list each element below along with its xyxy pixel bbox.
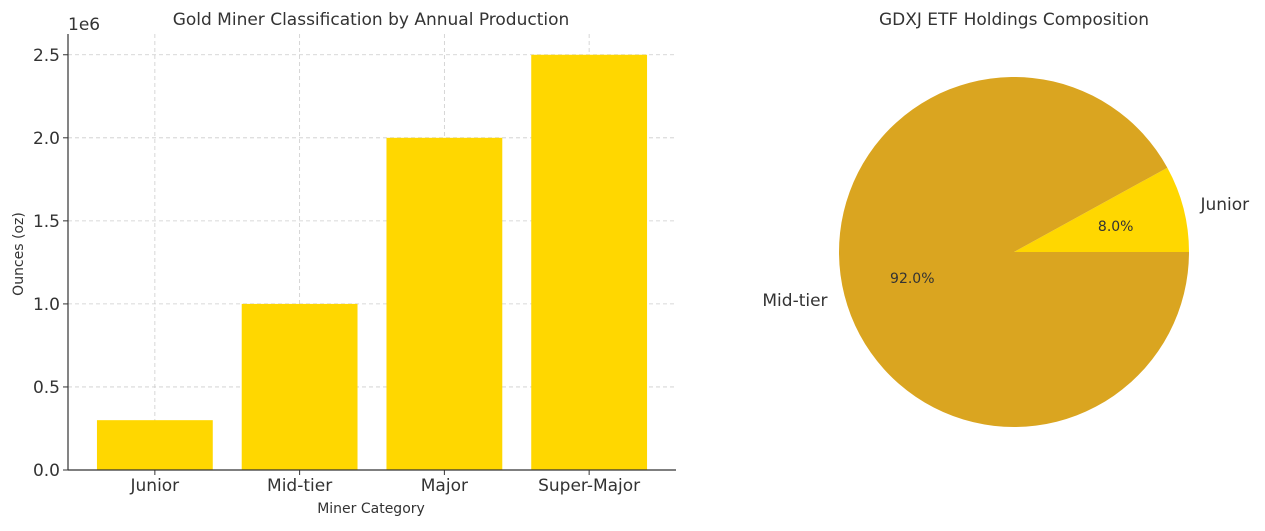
- y-tick-labels: 0.0 0.5 1.0 1.5 2.0 2.5: [33, 46, 68, 481]
- y-tick-label: 0.0: [33, 461, 60, 481]
- bar-axes: [67, 34, 676, 471]
- x-tick-label: Major: [421, 476, 468, 496]
- bar-junior: [96, 420, 213, 470]
- x-axis-label: Miner Category: [317, 501, 425, 517]
- pie-slices: [839, 77, 1189, 428]
- bar-super-major: [531, 54, 648, 471]
- pie-label: Junior: [1199, 195, 1249, 215]
- x-tick-label: Super-Major: [538, 476, 640, 496]
- bar-gridlines: [68, 34, 676, 470]
- bar-chart-title: Gold Miner Classification by Annual Prod…: [173, 10, 570, 30]
- y-tick-label: 2.5: [33, 46, 60, 66]
- bar-mid-tier: [241, 303, 358, 470]
- pie-label: Mid-tier: [762, 291, 827, 311]
- pie-pct-label: 92.0%: [890, 271, 934, 287]
- y-tick-label: 1.5: [33, 212, 60, 232]
- bar-chart-panel: Gold Miner Classification by Annual Prod…: [11, 10, 676, 517]
- y-tick-label: 1.0: [33, 295, 60, 315]
- pie-slice-mid-tier: [839, 77, 1189, 428]
- y-axis-scale-label: 1e6: [68, 15, 100, 35]
- pie-labels: Junior 8.0% Mid-tier 92.0%: [762, 195, 1249, 311]
- pie-chart-title: GDXJ ETF Holdings Composition: [879, 10, 1149, 30]
- x-tick-label: Mid-tier: [267, 476, 332, 496]
- pie-pct-label: 8.0%: [1098, 219, 1134, 235]
- x-tick-label: Junior: [130, 476, 180, 496]
- bar-major: [386, 137, 503, 471]
- bar-series: [96, 54, 648, 471]
- y-tick-label: 0.5: [33, 378, 60, 398]
- x-tick-labels: Junior Mid-tier Major Super-Major: [130, 470, 640, 496]
- y-axis-label: Ounces (oz): [11, 212, 27, 296]
- pie-slice-junior: [1014, 167, 1189, 252]
- y-tick-label: 2.0: [33, 129, 60, 149]
- pie-chart-panel: GDXJ ETF Holdings Composition Junior 8.0%…: [762, 10, 1249, 428]
